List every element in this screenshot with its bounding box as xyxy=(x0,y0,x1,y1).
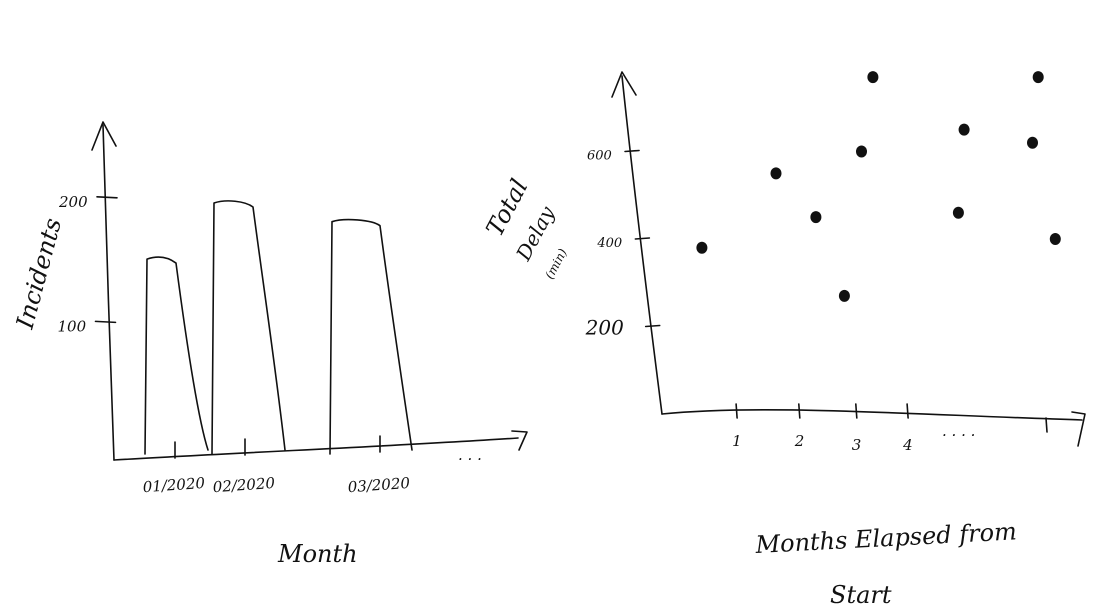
scatter-x-tick xyxy=(1045,417,1048,433)
scatter-x-axis-label-line2: Start xyxy=(830,581,892,609)
scatter-y-axis xyxy=(621,75,663,415)
scatter-y-tick xyxy=(634,237,651,240)
bar-x-axis-label: Month xyxy=(277,540,358,568)
scatter-point xyxy=(1032,71,1044,84)
scatter-y-axis-arrow xyxy=(611,71,637,98)
bar-x-axis xyxy=(113,437,519,461)
scatter-x-tick-label: 2 xyxy=(794,432,805,450)
bar-y-axis-label: Incidents xyxy=(10,215,67,332)
scatter-x-tick xyxy=(906,403,909,419)
scatter-x-axis-label-line1: Months Elapsed from xyxy=(754,517,1018,559)
scatter-y-tick xyxy=(644,324,661,328)
scatter-y-tick-label: 400 xyxy=(596,236,622,251)
scatter-point xyxy=(958,123,970,136)
scatter-x-tick xyxy=(854,403,858,419)
bar xyxy=(144,256,209,455)
scatter-chart: 200 400 600 1 2 3 4 . . . . Months Elapsed fr… xyxy=(481,71,1086,609)
scatter-x-tick xyxy=(797,403,801,419)
scatter-point xyxy=(856,145,867,158)
scatter-point xyxy=(838,289,850,302)
bar-y-tick xyxy=(96,195,118,199)
bar xyxy=(211,200,286,455)
bar-chart: 100 200 01/2020 02/2020 03/2020 . . . Month… xyxy=(10,121,528,568)
bar-y-axis xyxy=(102,124,115,461)
bar-y-tick xyxy=(94,320,117,324)
scatter-x-tick-label: 1 xyxy=(732,432,742,450)
scatter-x-tick xyxy=(735,403,738,419)
scatter-x-tick-label: 4 xyxy=(902,436,913,454)
scatter-y-tick xyxy=(624,149,640,153)
scatter-point xyxy=(952,206,964,219)
bar-y-axis-arrow xyxy=(91,121,117,151)
scatter-x-tick-label: 3 xyxy=(852,436,862,454)
scatter-y-tick-label: 200 xyxy=(585,316,624,340)
scatter-point xyxy=(696,241,708,254)
scatter-y-tick-label: 600 xyxy=(587,149,612,164)
bar-x-ellipsis: . . . xyxy=(458,446,482,464)
bar-y-tick-label: 200 xyxy=(58,193,88,211)
bar-x-tick-label: 03/2020 xyxy=(347,474,411,496)
scatter-point xyxy=(770,167,782,180)
scatter-point xyxy=(1027,136,1038,149)
bar-y-tick-label: 100 xyxy=(57,317,86,335)
bar-x-tick-label: 01/2020 xyxy=(142,474,206,496)
bar xyxy=(329,218,413,455)
scatter-point xyxy=(810,211,822,224)
scatter-x-axis xyxy=(661,408,1083,421)
bar-x-axis-arrow xyxy=(511,430,528,451)
scatter-point xyxy=(1049,233,1061,245)
scatter-y-axis-label-line3: (min) xyxy=(542,246,570,281)
scatter-x-ellipsis: . . . . xyxy=(942,422,975,440)
scatter-x-axis-arrow xyxy=(1071,411,1086,447)
bar-x-tick-label: 02/2020 xyxy=(212,474,276,496)
scatter-point xyxy=(867,71,879,84)
